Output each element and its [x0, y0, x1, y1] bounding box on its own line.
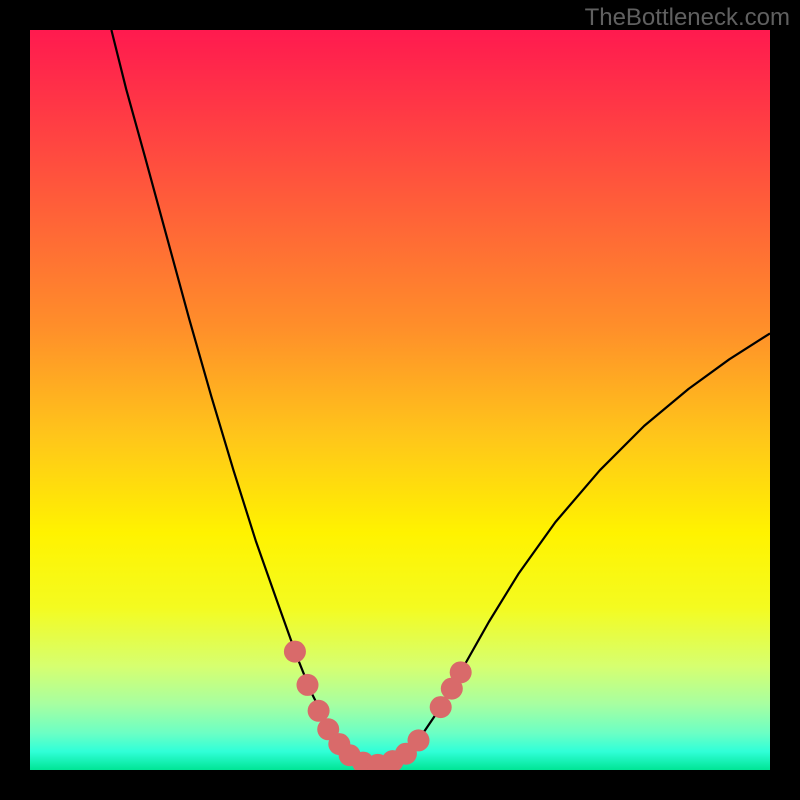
marker-dot	[450, 661, 472, 683]
marker-dot	[430, 696, 452, 718]
marker-dot	[284, 641, 306, 663]
watermark-text: TheBottleneck.com	[585, 4, 790, 32]
marker-dot	[297, 674, 319, 696]
bottleneck-curve-chart	[30, 30, 770, 770]
chart-stage: TheBottleneck.com	[0, 0, 800, 800]
marker-dot	[408, 729, 430, 751]
